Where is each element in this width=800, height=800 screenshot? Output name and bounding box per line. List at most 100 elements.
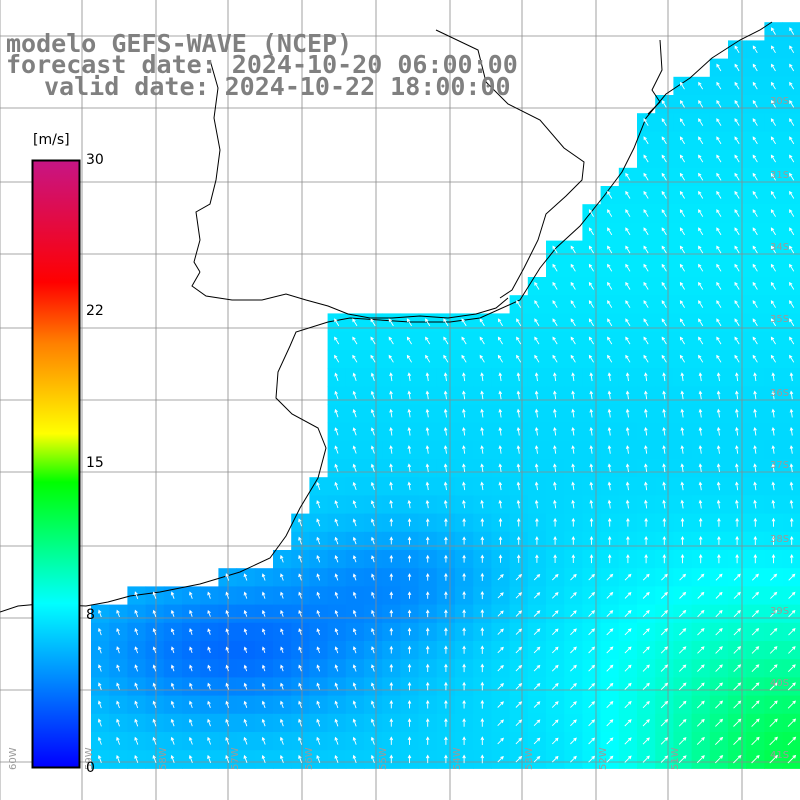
wind-arrow <box>679 573 687 581</box>
wind-arrow <box>716 426 721 436</box>
wind-arrow <box>533 755 541 763</box>
wind-arrow <box>406 318 412 327</box>
wind-arrow <box>716 136 722 145</box>
wind-arrow <box>553 390 557 400</box>
wind-arrow <box>589 481 594 491</box>
wind-arrow <box>443 445 448 454</box>
wind-arrow <box>352 408 357 418</box>
wind-arrow <box>352 664 357 672</box>
wind-arrow <box>444 699 448 709</box>
wind-arrow <box>498 408 503 418</box>
wind-arrow <box>479 318 485 327</box>
wind-arrow <box>298 591 302 599</box>
wind-arrow <box>462 408 466 418</box>
wind-arrow <box>626 535 630 545</box>
wind-arrow <box>370 481 375 491</box>
wind-arrow <box>553 536 557 545</box>
wind-arrow <box>661 154 667 163</box>
wind-arrow <box>753 445 757 454</box>
wind-arrow <box>716 245 722 254</box>
wind-arrow <box>716 63 722 72</box>
wind-arrow <box>715 718 724 727</box>
wind-arrow <box>624 646 632 654</box>
wind-arrow <box>752 263 758 272</box>
wind-arrow <box>553 426 557 436</box>
wind-arrow <box>697 682 705 691</box>
wind-arrow <box>116 700 120 709</box>
wind-arrow <box>480 645 485 654</box>
wind-arrow <box>480 754 485 764</box>
wind-arrow <box>680 100 685 108</box>
wind-arrow <box>734 263 740 272</box>
wind-arrow <box>407 518 412 527</box>
wind-arrow <box>497 318 503 327</box>
wind-arrow <box>770 336 776 345</box>
wind-arrow <box>570 263 576 272</box>
wind-arrow <box>607 481 612 491</box>
wind-arrow <box>589 536 594 545</box>
wind-arrow <box>98 609 102 618</box>
wind-arrow <box>497 683 504 690</box>
wind-arrow <box>516 300 522 308</box>
wind-arrow <box>771 517 776 527</box>
wind-arrow <box>789 136 795 145</box>
wind-arrow <box>589 408 594 418</box>
wind-arrow <box>370 682 375 690</box>
wind-arrow <box>352 573 357 581</box>
colorbar-tick-22: 22 <box>86 303 104 319</box>
wind-arrow <box>769 736 778 746</box>
wind-arrow <box>425 336 431 345</box>
wind-arrow <box>789 227 795 236</box>
wind-arrow <box>771 554 776 564</box>
longitude-label: 51W <box>670 747 681 770</box>
wind-arrow <box>552 263 558 272</box>
wind-arrow <box>607 408 612 418</box>
wind-arrow <box>189 591 193 599</box>
wind-arrow <box>716 481 721 491</box>
wind-arrow <box>752 63 758 72</box>
wind-arrow <box>535 536 539 545</box>
wind-arrow <box>407 554 412 563</box>
wind-arrow <box>771 372 776 382</box>
wind-arrow <box>789 209 795 217</box>
wind-arrow <box>678 664 687 672</box>
wind-arrow <box>570 628 577 636</box>
wind-arrow <box>607 263 613 272</box>
wind-arrow <box>698 554 703 564</box>
wind-arrow <box>698 172 704 181</box>
wind-arrow <box>389 700 394 709</box>
wind-arrow <box>769 754 778 764</box>
wind-arrow <box>189 682 193 690</box>
wind-cell <box>782 40 800 60</box>
wind-arrow <box>370 500 375 509</box>
wind-arrow <box>770 154 776 163</box>
wind-arrow <box>551 701 559 708</box>
wind-arrow <box>625 445 630 454</box>
wind-arrow <box>388 318 394 327</box>
wind-arrow <box>407 463 412 472</box>
wind-arrow <box>334 445 339 454</box>
wind-arrow <box>279 554 284 563</box>
wind-arrow <box>716 336 722 345</box>
wind-arrow <box>661 573 668 581</box>
wind-arrow <box>352 555 357 563</box>
wind-arrow <box>225 609 230 617</box>
wind-arrow <box>334 463 339 472</box>
wind-arrow <box>752 245 758 254</box>
wind-arrow <box>533 737 541 745</box>
wind-arrow <box>425 645 430 654</box>
wind-arrow <box>515 664 523 672</box>
wind-arrow <box>679 281 685 290</box>
wind-arrow <box>462 463 466 472</box>
wind-arrow <box>753 535 758 545</box>
wind-arrow <box>734 81 740 90</box>
wind-arrow <box>352 372 357 381</box>
wind-arrow <box>443 336 449 345</box>
wind-arrow <box>606 628 614 636</box>
wind-arrow <box>279 736 284 745</box>
wind-arrow <box>389 390 393 400</box>
wind-arrow <box>406 354 412 363</box>
wind-arrow <box>316 700 321 709</box>
wind-arrow <box>497 592 504 599</box>
wind-cell <box>782 95 800 114</box>
